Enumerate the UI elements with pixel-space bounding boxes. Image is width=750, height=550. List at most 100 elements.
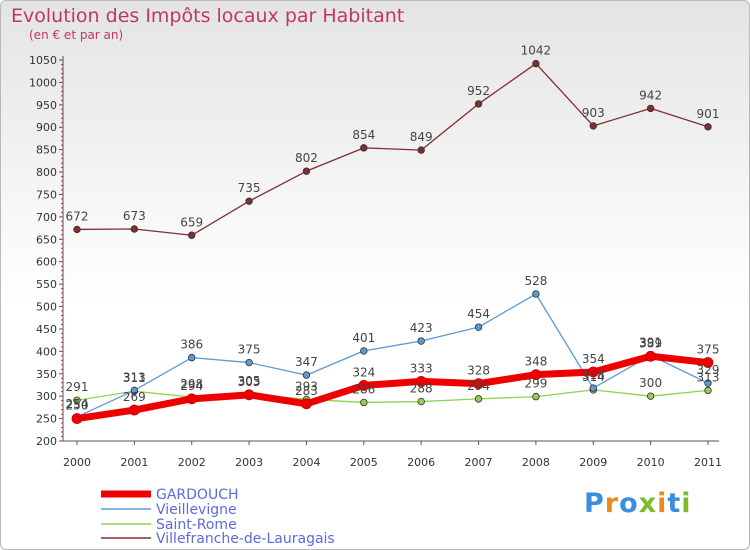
data-point [360, 398, 368, 407]
series-line-2 [76, 389, 709, 404]
x-tick-label: 2002 [178, 456, 206, 469]
data-label: 849 [410, 130, 433, 144]
data-label: 269 [123, 390, 146, 404]
data-label: 672 [66, 209, 89, 223]
y-tick-label: 700 [36, 211, 57, 224]
data-point [646, 392, 655, 400]
logo-letter: i [657, 488, 668, 519]
x-tick-label: 2007 [465, 456, 493, 469]
chart-title: Evolution des Impôts locaux par Habitant [11, 5, 405, 27]
data-point [474, 323, 483, 331]
data-label: 673 [123, 209, 146, 223]
series-line-3 [76, 62, 709, 236]
data-point [702, 357, 714, 368]
data-point [358, 380, 370, 391]
y-tick-label: 550 [36, 278, 57, 291]
data-label: 313 [123, 370, 146, 384]
y-tick-label: 200 [36, 435, 57, 448]
y-tick-label: 500 [36, 301, 57, 314]
data-point [301, 398, 312, 410]
x-tick-label: 2005 [350, 456, 378, 469]
data-label: 952 [467, 84, 490, 98]
data-label: 903 [582, 106, 605, 120]
data-label: 354 [582, 352, 605, 366]
y-tick-label: 450 [36, 323, 57, 336]
data-label: 348 [524, 355, 547, 369]
data-point [188, 231, 196, 239]
data-label: 347 [295, 355, 318, 369]
data-label: 286 [352, 382, 375, 396]
data-point [130, 225, 139, 233]
data-label: 298 [180, 377, 203, 391]
data-label: 329 [697, 363, 720, 377]
data-label: 283 [295, 384, 318, 398]
proxiti-logo: Proxiti [584, 488, 692, 519]
data-point [417, 146, 425, 154]
y-tick-label: 600 [36, 256, 57, 269]
data-label: 303 [238, 375, 261, 389]
data-point [417, 397, 425, 406]
data-point [73, 225, 81, 234]
data-label: 311 [123, 371, 146, 385]
logo-letter: t [667, 488, 682, 519]
data-point [245, 197, 253, 205]
data-point [474, 395, 483, 403]
data-label: 401 [352, 331, 375, 345]
x-tick-label: 2010 [637, 456, 665, 469]
data-label: 328 [467, 364, 490, 378]
data-label: 314 [582, 370, 605, 384]
x-tick-label: 2001 [120, 456, 148, 469]
y-tick-label: 350 [36, 368, 57, 381]
data-label: 854 [352, 128, 375, 142]
data-point [73, 396, 81, 404]
y-tick-label: 300 [36, 390, 57, 403]
data-point [473, 378, 484, 390]
data-label: 299 [524, 377, 547, 391]
legend-label: GARDOUCH [156, 487, 239, 503]
data-label: 313 [697, 370, 720, 384]
data-point [245, 358, 253, 367]
data-label: 735 [238, 181, 261, 195]
data-point [532, 59, 540, 68]
data-point [646, 104, 655, 113]
data-label: 291 [66, 380, 89, 394]
data-label: 254 [66, 397, 89, 411]
x-tick-label: 2003 [235, 456, 263, 469]
data-label: 391 [639, 335, 662, 349]
data-label: 1042 [521, 44, 552, 58]
data-point [417, 337, 425, 345]
y-tick-label: 650 [36, 233, 57, 246]
data-point [186, 393, 198, 405]
logo-letter: P [584, 488, 605, 519]
series-line-0 [73, 352, 712, 423]
x-tick-label: 2004 [292, 456, 320, 469]
data-point [474, 100, 483, 108]
chart-subtitle: (en € et par an) [29, 28, 124, 42]
y-tick-label: 1000 [29, 76, 57, 89]
legend-label: Villefranche-de-Lauragais [156, 531, 335, 547]
series-line-1 [76, 293, 709, 418]
y-tick-label: 1050 [29, 54, 57, 67]
data-point [587, 366, 599, 378]
data-label: 901 [697, 107, 720, 121]
data-point [704, 386, 712, 395]
data-label: 294 [467, 379, 490, 393]
y-tick-label: 750 [36, 188, 57, 201]
logo-letter: i [681, 488, 692, 519]
data-point [589, 122, 597, 130]
data-label: 300 [639, 376, 662, 390]
data-label: 305 [238, 374, 261, 388]
data-point [704, 123, 712, 131]
x-tick-label: 2008 [522, 456, 550, 469]
y-tick-label: 250 [36, 413, 57, 426]
legend-label: Saint-Rome [156, 517, 237, 533]
data-label: 324 [352, 365, 375, 379]
data-point [415, 375, 427, 387]
data-point [302, 167, 311, 175]
data-label: 386 [180, 338, 203, 352]
data-point [302, 371, 311, 379]
data-label: 659 [180, 215, 203, 229]
data-label: 389 [639, 336, 662, 350]
